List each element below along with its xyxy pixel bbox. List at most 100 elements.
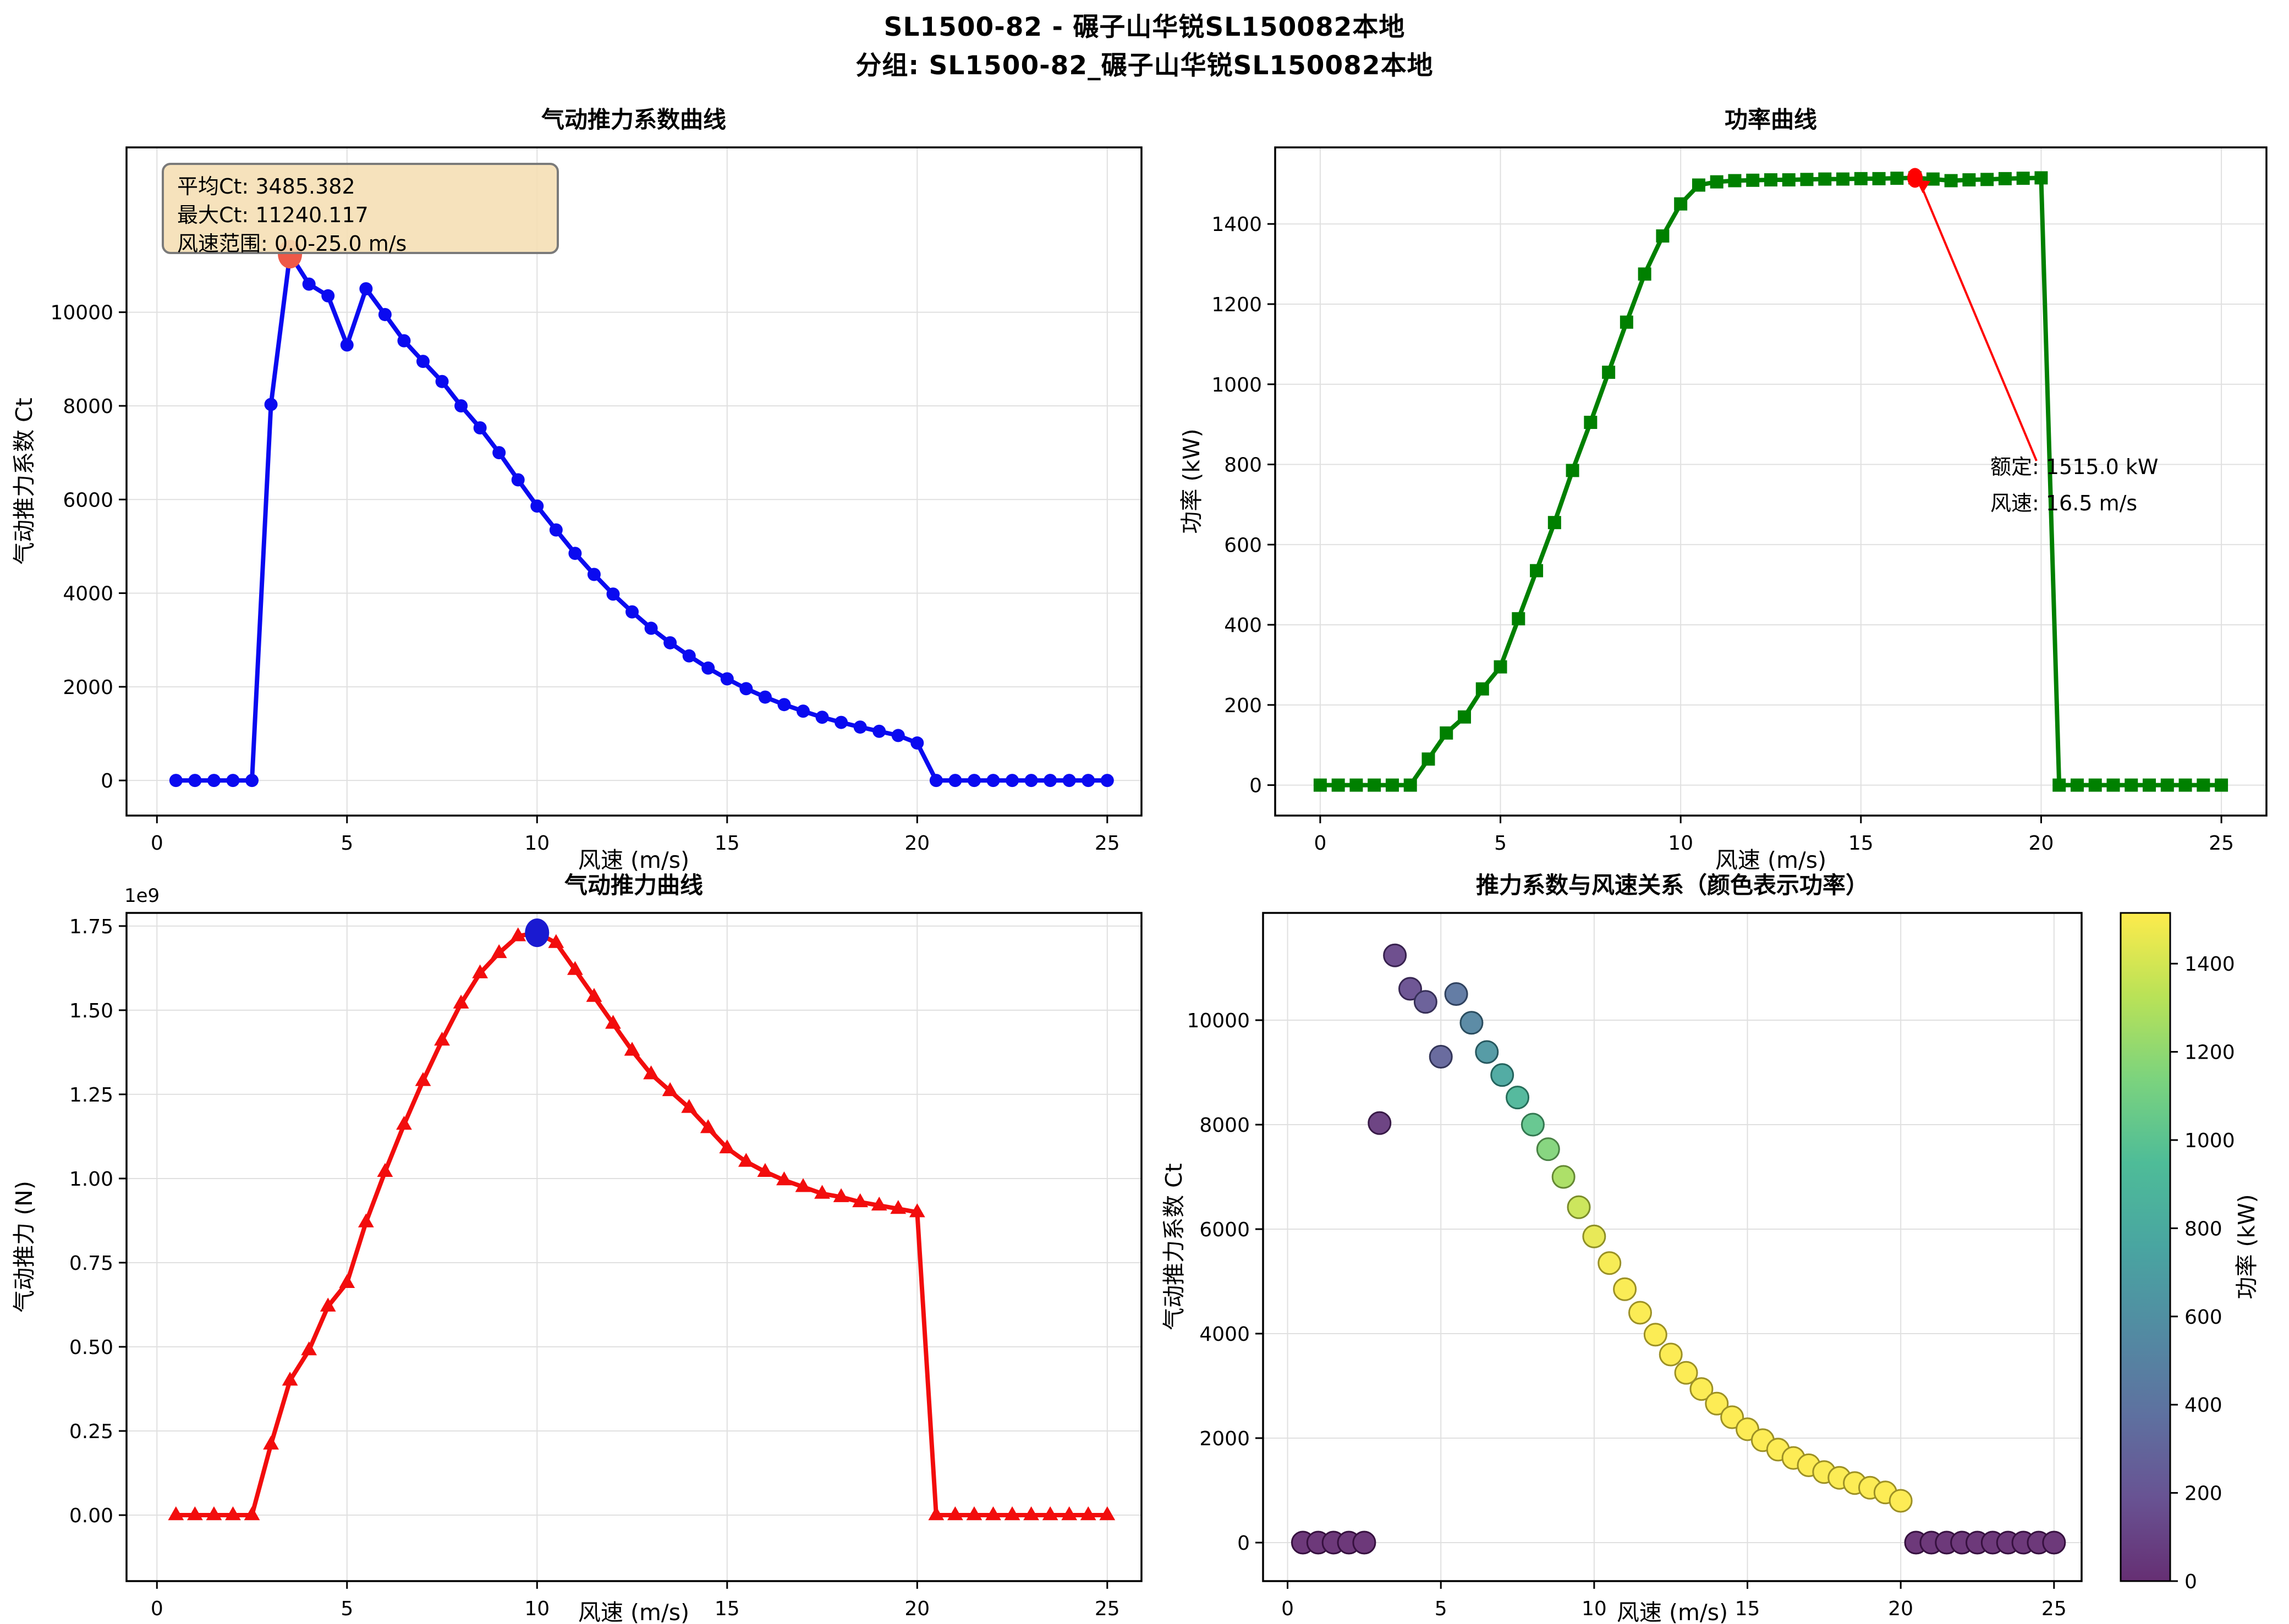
svg-text:600: 600 — [2184, 1306, 2222, 1329]
rated-power-annotation: 额定: 1515.0 kW 风速: 16.5 m/s — [1907, 168, 2159, 515]
svg-text:0: 0 — [2184, 1571, 2197, 1593]
figure-suptitle: SL1500-82 - 碾子山华锐SL150082本地 — [883, 12, 1406, 42]
svg-text:0: 0 — [151, 1598, 163, 1620]
power-curve-grid — [1275, 147, 2266, 816]
svg-text:20: 20 — [904, 832, 930, 855]
svg-text:0.00: 0.00 — [69, 1505, 113, 1527]
svg-text:15: 15 — [1735, 1598, 1760, 1620]
svg-text:5: 5 — [341, 832, 353, 855]
thrust-curve-ylabel: 气动推力 (N) — [11, 1181, 37, 1313]
ct-vs-windspeed-scatter-ticks: 0 5 10 15 20 25 0 2000 4000 6000 8000 10000 — [1187, 1010, 2066, 1620]
svg-text:400: 400 — [1224, 614, 1262, 637]
ct-curve-title: 气动推力系数曲线 — [541, 106, 726, 133]
svg-text:0: 0 — [1249, 775, 1262, 797]
svg-text:0: 0 — [1237, 1532, 1250, 1555]
svg-text:0: 0 — [101, 770, 113, 792]
figure-subtitle-group: 分组: SL1500-82_碾子山华锐SL150082本地 — [855, 51, 1434, 81]
svg-text:0: 0 — [1281, 1598, 1294, 1620]
svg-text:1400: 1400 — [2184, 953, 2235, 976]
svg-text:400: 400 — [2184, 1394, 2222, 1417]
svg-text:1.25: 1.25 — [69, 1084, 113, 1106]
svg-text:25: 25 — [1095, 1598, 1120, 1620]
svg-text:200: 200 — [2184, 1483, 2222, 1505]
power-curve-ylabel: 功率 (kW) — [1178, 428, 1205, 533]
svg-text:4000: 4000 — [1199, 1323, 1250, 1346]
svg-text:10: 10 — [524, 1598, 550, 1620]
svg-text:4000: 4000 — [63, 583, 113, 605]
svg-text:风速: 16.5 m/s: 风速: 16.5 m/s — [1990, 491, 2137, 515]
svg-text:0: 0 — [151, 832, 163, 855]
power-curve-ticks: 0 5 10 15 20 25 0 200 400 600 800 1000 1200 1400 — [1211, 213, 2234, 855]
ct-curve-ylabel: 气动推力系数 Ct — [11, 398, 37, 565]
svg-text:1000: 1000 — [1211, 374, 1262, 397]
svg-text:20: 20 — [2029, 832, 2054, 855]
svg-text:25: 25 — [1095, 832, 1120, 855]
svg-text:10000: 10000 — [50, 302, 113, 324]
svg-text:6000: 6000 — [63, 489, 113, 511]
ct-vs-windspeed-scatter-grid — [1263, 913, 2082, 1581]
ct-vs-windspeed-scatter-title: 推力系数与风速关系（颜色表示功率） — [1476, 872, 1869, 899]
thrust-curve-title: 气动推力曲线 — [564, 872, 703, 899]
subplot-power-curve: 0 5 10 15 20 25 0 200 400 600 800 1000 1200 1400 功率曲线风… — [1178, 106, 2268, 873]
svg-text:15: 15 — [715, 1598, 740, 1620]
thrust-curve-grid — [127, 913, 1141, 1581]
ct-curve-ticks: 0 5 10 15 20 25 0 2000 4000 6000 8000 10000 — [50, 302, 1119, 855]
svg-text:0.50: 0.50 — [69, 1336, 113, 1359]
svg-text:0.75: 0.75 — [69, 1252, 113, 1275]
svg-text:6000: 6000 — [1199, 1219, 1250, 1241]
power-colorbar: 0 200 400 600 800 1000 1200 1400 功率 (kW) — [2120, 912, 2260, 1593]
svg-text:1.00: 1.00 — [69, 1168, 113, 1191]
ct-vs-windspeed-scatter-ylabel: 气动推力系数 Ct — [1161, 1163, 1187, 1330]
svg-text:平均Ct: 3485.382: 平均Ct: 3485.382 — [177, 174, 355, 199]
svg-text:200: 200 — [1224, 695, 1262, 717]
svg-text:2000: 2000 — [63, 676, 113, 699]
svg-text:0.25: 0.25 — [69, 1421, 113, 1443]
subplot-ct-vs-windspeed-scatter: 0 5 10 15 20 250200040006000800010000推力系数与风速关… — [1161, 872, 2260, 1624]
svg-text:0: 0 — [1314, 832, 1326, 855]
svg-text:800: 800 — [1224, 454, 1262, 477]
svg-text:20: 20 — [904, 1598, 930, 1620]
svg-text:10: 10 — [524, 832, 550, 855]
ct-curve-series — [169, 247, 1114, 788]
ct-curve-xlabel: 风速 (m/s) — [578, 847, 689, 873]
svg-text:10: 10 — [1582, 1598, 1607, 1620]
svg-text:额定: 1515.0 kW: 额定: 1515.0 kW — [1990, 455, 2159, 479]
thrust-curve-xlabel: 风速 (m/s) — [578, 1599, 689, 1624]
svg-text:1400: 1400 — [1211, 213, 1262, 236]
svg-text:25: 25 — [2041, 1598, 2067, 1620]
thrust-curve-offset-label: 1e9 — [124, 885, 160, 907]
power-curve-xlabel: 风速 (m/s) — [1715, 847, 1826, 873]
subplot-thrust-curve: 0 5 10 15 20 25 0.00 0.25 0.50 0.75 1.00 1.25 1.50 1.… — [11, 872, 1143, 1624]
svg-text:15: 15 — [1848, 832, 1874, 855]
svg-text:1.75: 1.75 — [69, 916, 113, 938]
svg-text:1200: 1200 — [2184, 1042, 2235, 1064]
colorbar-label: 功率 (kW) — [2233, 1194, 2260, 1299]
power-curve-series — [1313, 171, 2228, 792]
thrust-curve-peak-marker — [525, 918, 550, 948]
ct-vs-windspeed-scatter-xlabel: 风速 (m/s) — [1617, 1599, 1728, 1624]
svg-text:风速范围: 0.0-25.0 m/s: 风速范围: 0.0-25.0 m/s — [177, 232, 407, 256]
thrust-curve-ticks: 0 5 10 15 20 25 0.00 0.25 0.50 0.75 1.00 1.25 1.50 1.… — [69, 916, 1120, 1620]
svg-text:5: 5 — [1494, 832, 1507, 855]
thrust-curve-series — [168, 924, 1116, 1521]
svg-text:25: 25 — [2209, 832, 2234, 855]
svg-text:1200: 1200 — [1211, 294, 1262, 316]
svg-text:8000: 8000 — [63, 395, 113, 418]
svg-text:800: 800 — [2184, 1218, 2222, 1240]
subplot-ct-curve: 0 5 10 15 20 25 0 2000 4000 6000 8000 10000 气动推力系数曲线… — [11, 106, 1143, 873]
svg-text:10: 10 — [1668, 832, 1693, 855]
svg-text:5: 5 — [341, 1598, 353, 1620]
svg-text:20: 20 — [1888, 1598, 1913, 1620]
svg-text:2000: 2000 — [1199, 1428, 1250, 1450]
svg-text:5: 5 — [1435, 1598, 1447, 1620]
svg-text:最大Ct: 11240.117: 最大Ct: 11240.117 — [177, 203, 369, 227]
svg-text:10000: 10000 — [1187, 1010, 1250, 1032]
svg-text:15: 15 — [715, 832, 740, 855]
power-curve-title: 功率曲线 — [1725, 106, 1817, 133]
svg-text:1.50: 1.50 — [69, 1000, 113, 1022]
ct-stats-box: 平均Ct: 3485.382 最大Ct: 11240.117 风速范围: 0.0-2… — [162, 163, 559, 256]
svg-text:1000: 1000 — [2184, 1130, 2235, 1152]
ct-vs-windspeed-scatter-series — [1291, 943, 2066, 1555]
